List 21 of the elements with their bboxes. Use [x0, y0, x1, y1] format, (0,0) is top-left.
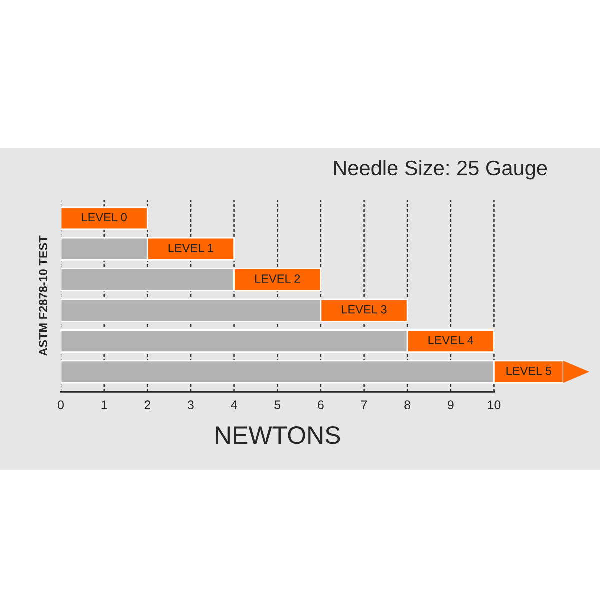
- x-tick-label: 6: [318, 400, 324, 410]
- x-axis-title: NEWTONS: [216, 426, 340, 444]
- chart-title: Needle Size: 25 Gauge: [334, 160, 548, 180]
- x-tick-label: 10: [488, 400, 501, 410]
- y-tick-label: LEVEL 4: [428, 336, 474, 344]
- x-tick-label: 2: [144, 400, 150, 410]
- y-tick-label: LEVEL 3: [342, 305, 387, 314]
- x-tick-label: 0: [58, 400, 64, 410]
- x-tick-label: 8: [404, 400, 411, 410]
- x-tick-label: 4: [231, 400, 238, 410]
- y-tick-label: LEVEL 2: [256, 274, 300, 283]
- y-tick-label: LEVEL 1: [168, 244, 214, 252]
- x-tick-label: 9: [448, 400, 454, 410]
- y-axis-title: ASTM F2878-10 TEST: [39, 236, 48, 356]
- x-tick-label: 3: [188, 400, 194, 410]
- y-tick-label: LEVEL 0: [82, 213, 127, 222]
- x-tick-label: 1: [102, 400, 108, 410]
- x-tick-label: 7: [361, 400, 368, 410]
- y-tick-label: LEVEL 5: [506, 366, 552, 376]
- bar: [61, 206, 148, 230]
- x-tick-label: 5: [274, 400, 281, 410]
